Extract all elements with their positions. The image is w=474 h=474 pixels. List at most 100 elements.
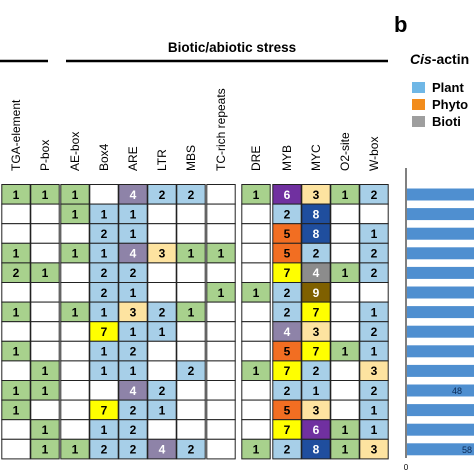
heatmap-cell — [330, 301, 360, 323]
heatmap-cell — [206, 262, 236, 283]
right-panel-bar-label: 48 — [452, 386, 462, 396]
right-panel-bar — [407, 247, 474, 260]
heatmap-cell-value: 1 — [72, 207, 79, 221]
heatmap-cell — [147, 360, 177, 381]
heatmap-cell-value: 1 — [101, 345, 108, 359]
heatmap-cell-value: 1 — [42, 423, 49, 437]
legend-swatch — [412, 82, 425, 93]
heatmap-cell — [206, 223, 236, 244]
heatmap-cell-value: 4 — [159, 443, 166, 457]
heatmap-cell — [241, 399, 271, 421]
column-header-ltr: LTR — [155, 149, 169, 171]
heatmap-cell-value: 4 — [130, 384, 137, 398]
heatmap-cell — [206, 419, 236, 440]
heatmap-cell-value: 4 — [130, 247, 137, 261]
right-panel-bar — [407, 208, 474, 221]
heatmap-cell-value: 1 — [101, 364, 108, 378]
heatmap-cell — [30, 399, 60, 421]
heatmap-cell-value: 7 — [284, 266, 291, 280]
heatmap-cell-value: 3 — [313, 403, 320, 417]
heatmap-cell — [330, 360, 360, 381]
heatmap-cell-value: 1 — [342, 188, 349, 202]
heatmap-cell-value: 1 — [72, 188, 79, 202]
heatmap-cell — [330, 203, 360, 225]
heatmap-cell-value: 2 — [284, 305, 291, 319]
right-panel-bar — [407, 345, 474, 358]
heatmap-cell — [30, 438, 60, 460]
heatmap-cell-value: 9 — [313, 286, 320, 300]
heatmap-cell — [241, 242, 271, 264]
heatmap-cell — [241, 321, 271, 342]
heatmap-cell-value: 1 — [13, 305, 20, 319]
right-panel-bar — [407, 227, 474, 240]
heatmap-cell-value: 1 — [42, 266, 49, 280]
right-panel-bar — [407, 266, 474, 279]
heatmap-cell — [1, 282, 31, 303]
heatmap-cell — [330, 282, 360, 303]
heatmap-cell-value: 5 — [284, 247, 291, 261]
heatmap-cell-value: 2 — [130, 345, 137, 359]
heatmap-cell — [330, 223, 360, 244]
right-panel-bar — [407, 325, 474, 338]
section-title: Biotic/abiotic stress — [168, 40, 296, 55]
heatmap-cell-value: 1 — [101, 247, 108, 261]
heatmap-cell — [30, 321, 60, 342]
column-header-tc-rich-repeats: TC-rich repeats — [214, 88, 228, 171]
heatmap-cell — [241, 419, 271, 440]
heatmap-cell-value: 3 — [130, 305, 137, 319]
column-header-w-box: W-box — [367, 137, 381, 171]
heatmap-cell — [30, 340, 60, 362]
right-panel-bar — [407, 188, 474, 201]
heatmap-cell — [176, 223, 206, 244]
heatmap-cell — [30, 282, 60, 303]
heatmap-cell-value: 1 — [130, 286, 137, 300]
heatmap-cell — [176, 399, 206, 421]
heatmap-cell — [176, 282, 206, 303]
heatmap-cell — [330, 438, 360, 460]
heatmap-cell-value: 1 — [159, 325, 166, 339]
heatmap-cell — [147, 419, 177, 440]
heatmap-cell — [301, 438, 331, 460]
heatmap-cell — [60, 262, 90, 283]
heatmap-cell — [60, 340, 90, 362]
heatmap-cell-value: 1 — [313, 384, 320, 398]
heatmap-cell — [1, 223, 31, 244]
heatmap-cell-value: 8 — [313, 227, 320, 241]
heatmap-cell — [1, 419, 31, 440]
legend-label: Plant — [432, 80, 464, 95]
heatmap-cell-value: 1 — [342, 266, 349, 280]
legend-swatch — [412, 99, 425, 110]
heatmap-cell-value: 4 — [284, 325, 291, 339]
column-headers: TGA-element P-box AE-box Box4 ARE LTR MBS TC-ri… — [9, 88, 381, 171]
column-header-p-box: P-box — [38, 140, 52, 171]
heatmap-cell-value: 2 — [371, 266, 378, 280]
heatmap-cell-value: 1 — [101, 207, 108, 221]
heatmap-cell-value: 1 — [371, 423, 378, 437]
heatmap-cell — [272, 438, 302, 460]
right-panel-title-italic: Cis — [410, 51, 432, 67]
heatmap-cell — [176, 262, 206, 283]
heatmap-cell-value: 1 — [101, 423, 108, 437]
heatmap-cell — [60, 380, 90, 401]
heatmap-cell-value: 3 — [159, 247, 166, 261]
right-axis-zero: 0 — [404, 463, 409, 472]
right-panel-bars: 48 58 — [407, 188, 474, 456]
heatmap-cell — [330, 321, 360, 342]
heatmap-cell — [330, 242, 360, 264]
heatmap-cell-value: 2 — [284, 207, 291, 221]
heatmap-cell — [206, 340, 236, 362]
heatmap-cell-value: 1 — [342, 443, 349, 457]
heatmap-cell-value: 5 — [284, 403, 291, 417]
heatmap-cell-value: 1 — [13, 247, 20, 261]
heatmap-cell-value: 1 — [218, 286, 225, 300]
heatmap-cell — [30, 203, 60, 225]
heatmap-cell — [241, 203, 271, 225]
heatmap-cell — [330, 399, 360, 421]
heatmap-cell — [1, 360, 31, 381]
heatmap-cell — [1, 321, 31, 342]
heatmap-cell-value: 2 — [159, 305, 166, 319]
heatmap-cell — [359, 282, 389, 303]
heatmap-cell-value: 1 — [72, 443, 79, 457]
heatmap-cell-value: 1 — [130, 207, 137, 221]
right-panel-bar — [407, 306, 474, 319]
